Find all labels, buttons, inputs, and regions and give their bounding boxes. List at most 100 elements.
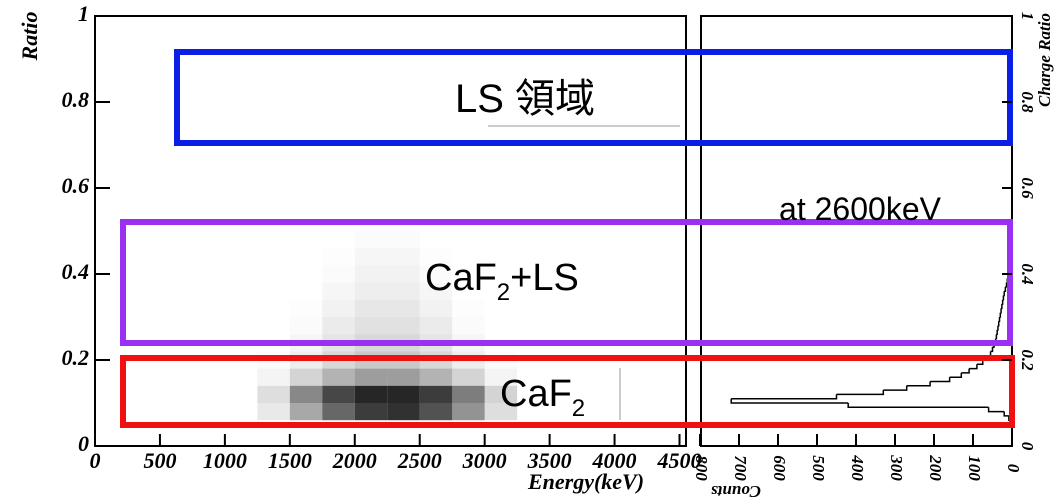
heat-cell	[322, 299, 355, 317]
energy-annotation: at 2600keV	[779, 191, 942, 227]
heat-cell	[387, 248, 419, 265]
subscript: 2	[572, 395, 585, 422]
heat-cell	[257, 385, 290, 403]
heat-cell	[322, 317, 355, 335]
x-tick-label: 0	[1004, 464, 1023, 473]
heat-cell	[322, 283, 354, 300]
heat-cell	[387, 385, 420, 403]
heat-cell	[419, 385, 453, 403]
histogram-step	[847, 403, 989, 409]
y-tick-label: 0.6	[1018, 177, 1037, 199]
heat-cell	[484, 385, 518, 403]
plot-layer	[257, 231, 1012, 426]
histogram-step	[997, 321, 1000, 327]
x-tick-label: 400	[848, 454, 867, 481]
heat-cell	[354, 403, 388, 421]
heat-cell	[257, 248, 289, 265]
heat-cell	[257, 317, 289, 334]
heat-cell	[257, 300, 289, 317]
x-tick-label: 4000	[592, 448, 637, 473]
heat-cell	[419, 317, 453, 335]
x-tick-label: 2000	[332, 448, 377, 473]
histogram-step	[730, 398, 849, 404]
heat-cell	[354, 282, 388, 300]
y-tick-label: 0.2	[62, 345, 90, 370]
heat-cell	[290, 265, 322, 282]
heat-cell	[289, 368, 323, 386]
heat-cell	[420, 231, 452, 248]
histogram-step	[731, 394, 838, 400]
y-tick-label: 0.8	[62, 87, 90, 112]
heat-cell	[290, 283, 322, 300]
y-tick-label: 1	[78, 1, 89, 26]
histogram-step	[836, 390, 885, 396]
histogram-step	[987, 407, 1005, 413]
x-tick-label: 0	[90, 448, 101, 473]
heat-cell	[387, 265, 420, 283]
x-tick-label: 800	[692, 455, 711, 481]
histogram-step	[996, 329, 998, 335]
heat-cell	[387, 403, 420, 421]
heat-cell	[289, 403, 323, 421]
heat-cell	[354, 368, 388, 386]
x-tick-label: 100	[965, 455, 984, 481]
histogram-step	[1001, 304, 1003, 310]
caf2-annotation: CaF2	[500, 373, 585, 422]
x-tick-label: 3000	[462, 448, 507, 473]
histogram-step	[961, 368, 970, 374]
heat-cell	[257, 265, 289, 282]
heat-cell	[257, 368, 290, 386]
y-tick-label: 1	[1018, 12, 1037, 21]
heat-cell	[354, 265, 388, 283]
caf2-region-box	[120, 355, 1015, 428]
heat-cell	[322, 265, 354, 282]
histogram-step	[1002, 295, 1005, 301]
heat-cell	[452, 385, 485, 403]
ls-annotation: LS 領域	[455, 77, 595, 121]
heat-cell	[290, 248, 322, 265]
histogram-step	[883, 385, 908, 391]
y-tick-label: 0.4	[1018, 263, 1037, 284]
heat-cell	[485, 231, 517, 248]
histogram-step	[995, 334, 998, 340]
text-part: CaF	[425, 257, 497, 299]
y-tick-label: 0	[1018, 442, 1037, 451]
heat-cell	[419, 403, 453, 421]
heat-cell	[322, 231, 354, 248]
histogram-step	[1001, 299, 1004, 305]
y-tick-label: 0.6	[62, 173, 90, 198]
histogram-step	[949, 372, 963, 378]
heat-cell	[290, 300, 322, 317]
histogram-step	[930, 377, 951, 383]
x-tick-label: 600	[770, 455, 789, 481]
x-tick-label: 300	[887, 454, 906, 481]
heat-cell	[452, 403, 485, 421]
y-tick-label: 0.2	[1018, 349, 1037, 371]
histogram-step	[1000, 308, 1002, 314]
heat-cell	[387, 299, 420, 317]
histogram-step	[969, 364, 978, 370]
ls-region-box	[174, 49, 1013, 146]
histogram-step	[1003, 291, 1005, 297]
heat-cell	[452, 300, 484, 317]
mixed-region-box	[120, 219, 1013, 346]
heat-cell	[257, 231, 289, 248]
x-tick-label: 500	[809, 455, 828, 481]
heat-cell	[257, 403, 290, 421]
subscript: 2	[497, 279, 510, 306]
heat-cell	[419, 368, 453, 386]
heat-cell	[354, 385, 388, 403]
heat-cell	[257, 283, 289, 300]
x-axis-label: Energy(keV)	[527, 469, 644, 494]
histogram-step	[998, 317, 1001, 323]
x-tick-label: 1500	[268, 448, 312, 473]
histogram-step	[1003, 411, 1009, 417]
heat-cell	[322, 368, 355, 386]
x-tick-label: 3500	[527, 448, 572, 473]
histogram-step	[997, 325, 999, 331]
x-tick-label: 500	[143, 448, 176, 473]
heat-cell	[484, 368, 518, 386]
heat-cell	[452, 231, 484, 248]
heat-cell	[387, 282, 420, 300]
